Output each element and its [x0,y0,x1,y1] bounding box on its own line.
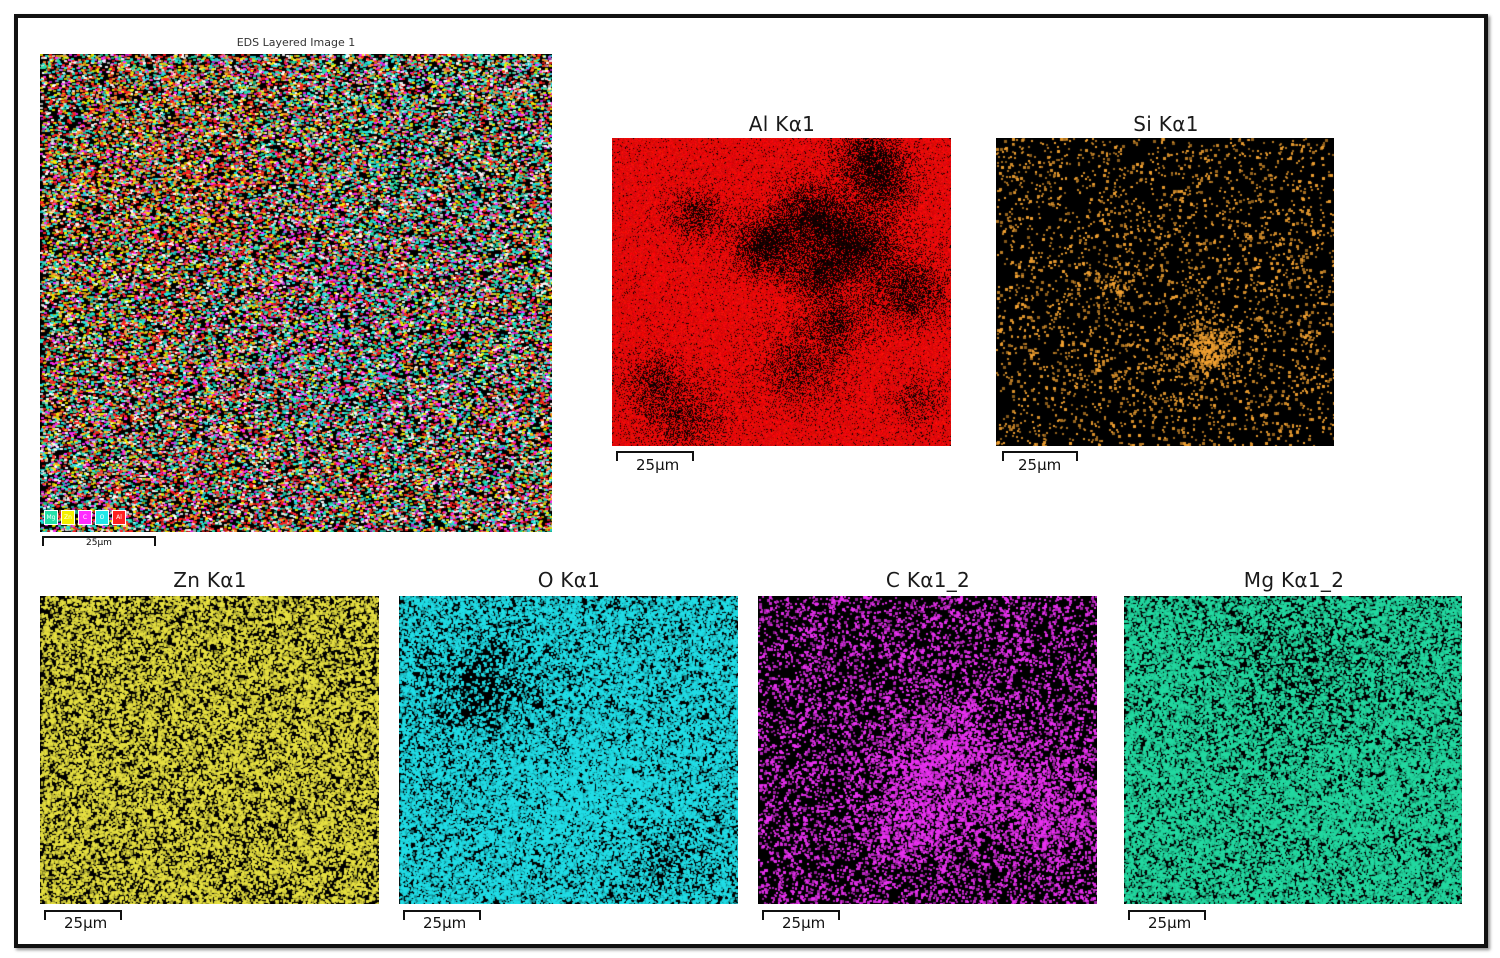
c-scalebar [762,910,840,920]
map-title-si: Si Kα1 [1133,112,1199,136]
mg-scale-label: 25µm [1148,914,1192,932]
map-panel-al: Al Kα1 25µm [612,112,952,482]
o-scale-label: 25µm [423,914,467,932]
layered-image-panel: EDS Layered Image 1 Mg Zn C O Al 25µm [40,36,552,556]
o-map-canvas [399,596,738,904]
zn-scale-label: 25µm [64,914,108,932]
si-scalebar [1002,451,1078,461]
map-panel-c: C Kα1_2 25µm [758,568,1098,940]
c-map-canvas [758,596,1097,904]
map-title-al: Al Kα1 [748,112,816,136]
si-map-canvas [996,138,1334,446]
zn-scalebar [44,910,122,920]
map-panel-o: O Kα1 25µm [399,568,739,940]
al-scale-label: 25µm [636,456,680,474]
al-map-canvas [612,138,951,446]
map-title-c: C Kα1_2 [885,568,971,592]
map-title-mg: Mg Kα1_2 [1243,568,1345,592]
layered-image-canvas [40,54,552,532]
o-scalebar [403,910,481,920]
layered-scalebar [42,536,156,546]
map-title-o: O Kα1 [537,568,601,592]
map-panel-si: Si Kα1 25µm [996,112,1336,482]
mg-scalebar [1128,910,1206,920]
legend-chip-al: Al [112,510,126,525]
mg-map-canvas [1124,596,1462,904]
layered-image-title: EDS Layered Image 1 [236,36,356,49]
legend-chip-o: O [95,510,109,525]
map-panel-zn: Zn Kα1 25µm [40,568,380,940]
legend-chip-mg: Mg [44,510,58,525]
c-scale-label: 25µm [782,914,826,932]
map-panel-mg: Mg Kα1_2 25µm [1124,568,1464,940]
legend-chip-c: C [78,510,92,525]
legend-chip-zn: Zn [61,510,75,525]
si-scale-label: 25µm [1018,456,1062,474]
layered-scale-label: 25µm [86,538,112,548]
zn-map-canvas [40,596,379,904]
map-title-zn: Zn Kα1 [173,568,247,592]
element-legend: Mg Zn C O Al [44,510,126,525]
al-scalebar [616,451,694,461]
